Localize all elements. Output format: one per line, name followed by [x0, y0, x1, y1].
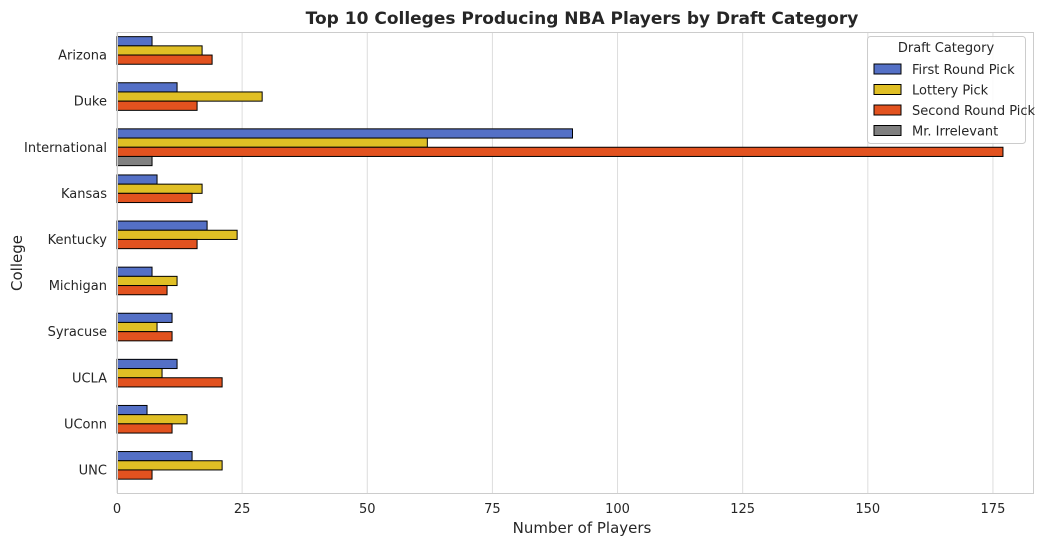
x-axis-label: Number of Players — [513, 519, 652, 537]
bar — [116, 238, 198, 250]
x-tick-label: 100 — [605, 502, 630, 517]
legend-title: Draft Category — [898, 41, 995, 56]
y-tick-label: International — [24, 141, 107, 156]
bar — [116, 137, 428, 148]
bar — [116, 423, 173, 434]
bar — [116, 220, 208, 231]
y-tick-label: Kentucky — [48, 233, 108, 248]
bar — [116, 146, 1004, 157]
legend-entry: Second Round Pick — [912, 104, 1036, 119]
bar — [116, 192, 193, 204]
legend-swatch — [873, 104, 902, 116]
bar — [116, 368, 163, 379]
bar — [116, 128, 573, 139]
bar — [116, 358, 178, 370]
x-tick-label: 125 — [730, 502, 755, 517]
bar — [116, 91, 263, 102]
bar — [116, 414, 188, 425]
bar — [116, 469, 153, 480]
bar — [116, 82, 178, 93]
bar — [116, 100, 198, 111]
bar — [116, 377, 223, 388]
x-tick-label: 75 — [484, 502, 501, 517]
bar — [116, 183, 203, 194]
legend-box — [867, 36, 1026, 144]
plot-frame — [117, 32, 1034, 494]
legend-entry: Mr. Irrelevant — [912, 125, 998, 140]
legend-swatch — [873, 84, 902, 95]
bar — [116, 451, 193, 462]
y-tick-label: Michigan — [49, 279, 107, 294]
chart-title: Top 10 Colleges Producing NBA Players by… — [306, 9, 859, 29]
y-tick-label: UCLA — [72, 371, 107, 386]
y-tick-label: Syracuse — [48, 325, 107, 340]
legend-swatch — [873, 125, 902, 136]
legend: Draft Category First Round Pick Lottery P… — [867, 36, 1036, 144]
y-tick-label: UConn — [64, 417, 107, 432]
legend-entry: Lottery Pick — [912, 84, 989, 99]
bar — [116, 321, 158, 333]
y-tick-label: Kansas — [61, 187, 107, 202]
x-tick-label: 175 — [981, 502, 1006, 517]
bar — [116, 229, 238, 240]
bar — [116, 174, 158, 185]
bar — [116, 54, 213, 65]
x-tick-labels: 0 25 50 75 100 125 150 175 — [113, 502, 1006, 517]
bar — [116, 275, 178, 287]
bar — [116, 331, 173, 342]
x-tick-label: 50 — [359, 502, 376, 517]
x-tick-label: 25 — [234, 502, 251, 517]
y-axis-label: College — [8, 235, 26, 291]
legend-swatch — [873, 63, 902, 75]
legend-entry: First Round Pick — [912, 63, 1015, 78]
y-tick-label: Duke — [74, 95, 107, 110]
bar — [116, 45, 203, 56]
y-tick-labels: Arizona Duke International Kansas Kentucky Mi… — [24, 49, 107, 479]
x-tick-label: 150 — [855, 502, 880, 517]
bar — [116, 36, 153, 47]
bar — [116, 285, 168, 296]
bar — [116, 312, 173, 323]
x-tick-label: 0 — [113, 502, 121, 517]
y-tick-label: UNC — [79, 463, 107, 478]
bar — [116, 404, 148, 416]
bar — [116, 460, 223, 471]
y-tick-label: Arizona — [58, 49, 107, 64]
bar — [116, 266, 153, 277]
bar — [116, 155, 153, 167]
